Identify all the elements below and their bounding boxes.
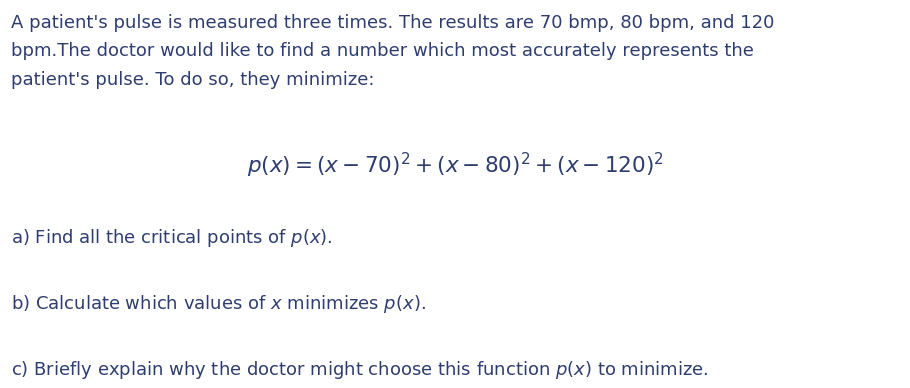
- Text: $p(x) = (x - 70)^2 + (x - 80)^2 + (x - 120)^2$: $p(x) = (x - 70)^2 + (x - 80)^2 + (x - 1…: [247, 150, 663, 180]
- Text: c) Briefly explain why the doctor might choose this function $p(x)$ to minimize.: c) Briefly explain why the doctor might …: [11, 359, 709, 381]
- Text: b) Calculate which values of $x$ minimizes $p(x)$.: b) Calculate which values of $x$ minimiz…: [11, 293, 426, 315]
- Text: A patient's pulse is measured three times. The results are 70 bmp, 80 bpm, and 1: A patient's pulse is measured three time…: [11, 14, 774, 88]
- Text: a) Find all the critical points of $p(x)$.: a) Find all the critical points of $p(x)…: [11, 227, 332, 249]
